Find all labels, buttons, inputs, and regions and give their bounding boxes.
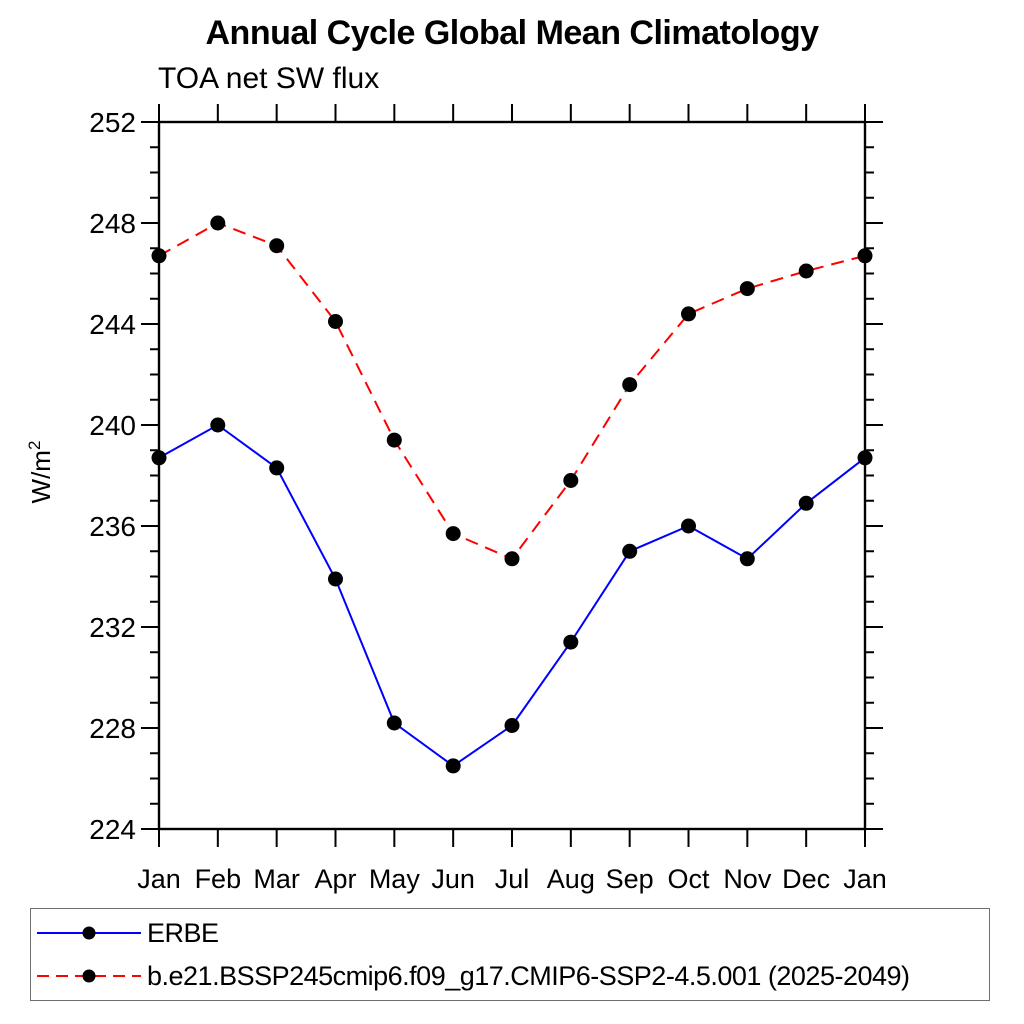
legend-label-erbe: ERBE [147, 917, 219, 948]
y-tick-label: 248 [89, 208, 136, 239]
model-data-point-marker [386, 432, 402, 448]
x-tick-label: Mar [253, 864, 300, 894]
legend-item-model: b.e21.BSSP245cmip6.f09_g17.CMIP6-SSP2-4.… [36, 957, 989, 995]
model-data-point-marker [798, 263, 814, 279]
x-tick-label: Aug [547, 864, 595, 894]
legend-label-model: b.e21.BSSP245cmip6.f09_g17.CMIP6-SSP2-4.… [147, 960, 910, 991]
erbe-legend-marker [82, 926, 96, 940]
erbe-data-point-marker [386, 715, 402, 731]
y-tick-label: 240 [89, 410, 136, 441]
model-data-point-marker [681, 306, 696, 322]
legend-box: ERBE b.e21.BSSP245cmip6.f09_g17.CMIP6-SSP… [30, 908, 990, 1001]
model-data-point-marker [622, 377, 638, 393]
y-tick-label: 244 [89, 309, 136, 340]
erbe-data-point-marker [563, 634, 579, 650]
x-tick-label: Jun [431, 864, 475, 894]
model-data-point-marker [857, 248, 873, 264]
model-data-point-marker [739, 281, 755, 297]
y-tick-label: 228 [89, 713, 136, 744]
erbe-data-point-marker [210, 417, 226, 433]
erbe-data-point-marker [151, 450, 167, 466]
x-tick-label: May [369, 864, 421, 894]
x-tick-label: Jan [843, 864, 887, 894]
y-tick-label: 232 [89, 612, 136, 643]
erbe-data-point-marker [504, 718, 520, 733]
x-tick-label: Dec [782, 864, 830, 894]
model-legend-line-sample [37, 969, 141, 983]
chart-subtitle: TOA net SW flux [158, 62, 380, 95]
model-data-point-marker [328, 314, 343, 329]
y-tick-label: 224 [89, 814, 136, 845]
erbe-data-point-marker [445, 758, 461, 774]
erbe-data-point-marker [269, 460, 285, 476]
x-tick-label: Nov [723, 864, 772, 894]
chart-plot-area: 224 228 232 236 240 244 248 252 Jan Feb Mar Apr May J… [25, 104, 887, 894]
y-tick-label: 252 [89, 107, 136, 138]
model-data-point-marker [445, 526, 461, 542]
model-series-line [158, 221, 866, 561]
x-tick-label: Oct [667, 864, 710, 894]
erbe-data-point-marker [328, 571, 343, 587]
erbe-data-point-marker [798, 495, 814, 511]
erbe-series-line [158, 423, 866, 768]
y-axis-title: W/m2 [25, 441, 56, 504]
model-data-point-marker [563, 473, 579, 488]
erbe-data-point-marker [622, 543, 638, 559]
erbe-data-point-marker [857, 450, 873, 466]
model-data-point-marker [151, 248, 167, 264]
erbe-data-point-marker [739, 551, 755, 567]
model-legend-marker [82, 969, 96, 983]
x-tick-label: Jan [137, 864, 181, 894]
x-tick-label: Feb [195, 864, 242, 894]
model-data-point-marker [504, 551, 520, 567]
legend-item-erbe: ERBE [36, 914, 989, 952]
x-tick-label: Apr [314, 864, 356, 894]
model-data-point-marker [269, 238, 285, 254]
y-tick-label: 236 [89, 511, 136, 542]
model-data-point-marker [210, 215, 226, 231]
erbe-data-point-marker [681, 518, 696, 534]
erbe-legend-line-sample [37, 926, 141, 940]
x-tick-label: Jul [495, 864, 530, 894]
x-tick-label: Sep [606, 864, 654, 894]
chart-title: Annual Cycle Global Mean Climatology [205, 14, 820, 52]
